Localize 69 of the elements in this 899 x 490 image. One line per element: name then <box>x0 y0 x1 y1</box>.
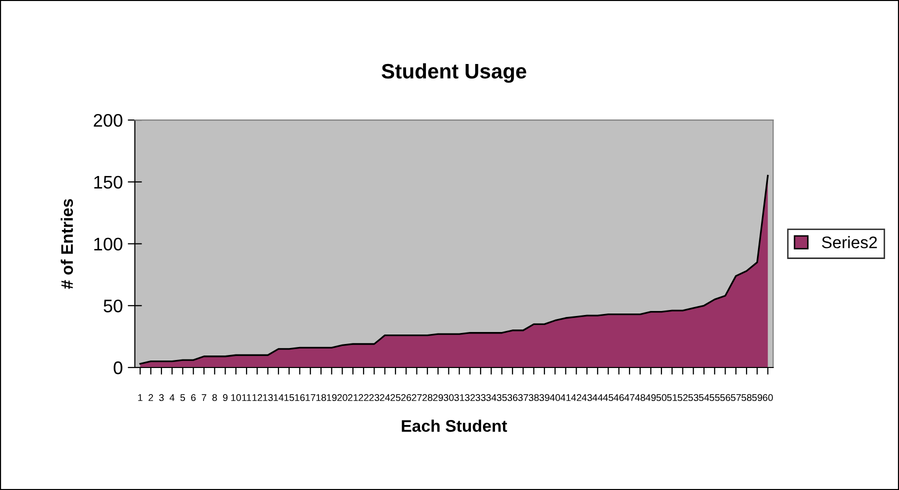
x-tick-label: 6 <box>191 394 196 402</box>
x-tick-label: 34 <box>486 394 496 402</box>
x-tick-label: 14 <box>274 394 284 401</box>
legend-label: Series2 <box>822 236 877 248</box>
x-tick-label: 58 <box>742 394 752 402</box>
x-tick-label: 7 <box>202 394 206 401</box>
x-tick-label: 47 <box>624 394 634 401</box>
x-tick-label: 28 <box>422 394 432 402</box>
x-tick-label: 23 <box>369 394 380 402</box>
x-tick-label: 50 <box>656 394 666 402</box>
x-tick-label: 24 <box>380 394 390 401</box>
x-tick-label: 15 <box>284 394 294 402</box>
x-tick-label: 52 <box>678 394 688 402</box>
x-tick-label: 13 <box>263 394 273 402</box>
x-tick-label: 37 <box>518 394 528 402</box>
x-tick-label: 41 <box>560 394 571 401</box>
x-tick-label: 29 <box>433 394 443 402</box>
x-tick-label: 36 <box>507 394 518 402</box>
x-tick-label: 1 <box>138 394 142 401</box>
x-tick-label: 30 <box>444 394 454 402</box>
x-tick-label: 44 <box>592 394 603 401</box>
x-tick-label: 57 <box>730 394 741 402</box>
x-tick-label: 49 <box>646 394 656 402</box>
x-tick-label: 48 <box>634 394 646 402</box>
x-tick-label: 31 <box>454 394 464 402</box>
x-tick-label: 8 <box>212 394 217 402</box>
x-tick-label: 53 <box>688 394 698 402</box>
x-tick-label: 32 <box>464 394 475 402</box>
x-tick-label: 16 <box>295 394 305 402</box>
x-tick-label: 3 <box>159 394 164 402</box>
x-tick-label: 12 <box>252 394 262 401</box>
x-tick-label: 20 <box>337 394 348 402</box>
x-tick-label: 9 <box>223 394 228 402</box>
x-tick-label: 21 <box>348 394 358 401</box>
x-tick-label: 10 <box>231 394 241 402</box>
chart-title: Student Usage <box>382 63 526 83</box>
x-tick-label: 2 <box>148 394 154 401</box>
x-tick-label: 42 <box>571 394 582 401</box>
x-tick-label: 18 <box>316 394 326 402</box>
x-tick-label: 4 <box>170 394 175 401</box>
x-tick-label: 60 <box>762 394 773 402</box>
x-tick-label: 43 <box>582 394 592 402</box>
x-tick-label: 22 <box>358 394 368 401</box>
x-tick-label: 17 <box>306 394 316 401</box>
x-tick-label: 55 <box>710 394 720 402</box>
x-tick-label: 45 <box>603 394 614 402</box>
x-tick-label: 25 <box>390 394 400 402</box>
y-tick-label: 200 <box>94 114 122 127</box>
y-tick-label: 100 <box>94 238 122 250</box>
x-tick-label: 51 <box>667 394 678 402</box>
x-tick-label: 39 <box>539 394 550 402</box>
x-tick-label: 11 <box>242 394 252 401</box>
x-tick-label: 33 <box>476 394 486 402</box>
y-tick-label: 150 <box>94 176 122 189</box>
x-tick-label: 40 <box>550 394 560 402</box>
x-tick-label: 26 <box>401 394 412 402</box>
x-tick-label: 19 <box>326 394 337 402</box>
x-tick-label: 46 <box>614 394 624 402</box>
x-tick-label: 38 <box>528 394 539 402</box>
y-axis-title: # of Entries <box>60 199 73 289</box>
x-tick-label: 54 <box>698 394 710 402</box>
x-tick-label: 35 <box>496 394 507 402</box>
x-tick-label: 27 <box>412 394 422 401</box>
x-tick-label: 56 <box>720 394 730 402</box>
x-tick-label: 59 <box>752 394 762 402</box>
y-tick-label: 50 <box>104 300 122 312</box>
x-tick-label: 5 <box>180 394 186 402</box>
y-tick-label: 0 <box>114 361 122 374</box>
x-axis-title: Each Student <box>402 420 508 432</box>
